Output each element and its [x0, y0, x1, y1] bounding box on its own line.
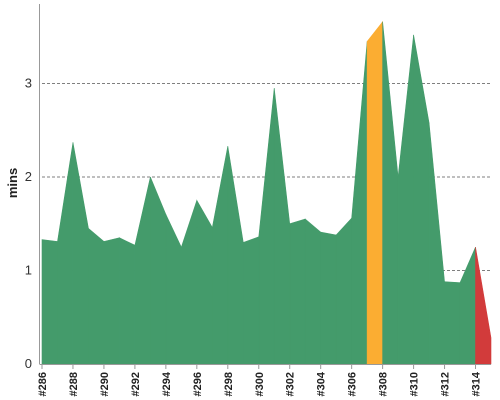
area-segment-build-289[interactable]	[72, 142, 89, 365]
area-segment-build-306[interactable]	[335, 217, 352, 365]
area-segment-build-296[interactable]	[181, 200, 198, 365]
x-tick-label: #306	[347, 372, 359, 396]
x-tick-label: #302	[285, 372, 297, 396]
area-segment-build-311[interactable]	[413, 34, 430, 365]
area-segment-build-294[interactable]	[150, 176, 167, 365]
area-segment-build-301[interactable]	[258, 88, 275, 365]
area-segment-build-287[interactable]	[41, 239, 58, 365]
x-tick-label: #312	[440, 372, 452, 396]
area-segment-build-302[interactable]	[273, 88, 291, 365]
y-tick-label: 0	[25, 356, 32, 371]
area-segment-build-291[interactable]	[103, 237, 120, 365]
area-segment-build-314[interactable]	[459, 247, 476, 365]
area-segment-build-307[interactable]	[351, 41, 368, 365]
area-segment-build-312[interactable]	[428, 122, 445, 365]
y-tick-label: 3	[25, 76, 32, 91]
area-segment-build-297[interactable]	[196, 199, 213, 365]
area-segment-build-315[interactable]	[475, 247, 492, 365]
x-tick-label: #286	[37, 372, 49, 396]
area-segment-build-292[interactable]	[119, 237, 136, 365]
x-tick-label: #314	[471, 371, 483, 396]
y-axis-title: mins	[5, 168, 20, 198]
x-tick-label: #310	[409, 372, 421, 396]
area-segment-build-310[interactable]	[397, 34, 414, 365]
x-tick-label: #296	[192, 372, 204, 396]
area-segment-build-293[interactable]	[134, 176, 151, 365]
y-tick-label: 1	[25, 263, 32, 278]
x-tick-label: #290	[99, 372, 111, 396]
area-segment-build-299[interactable]	[227, 146, 244, 365]
x-tick-label: #308	[378, 372, 390, 396]
area-segment-build-295[interactable]	[165, 214, 182, 365]
area-segment-build-305[interactable]	[320, 231, 337, 365]
area-segment-build-300[interactable]	[242, 236, 260, 365]
area-segment-build-313[interactable]	[444, 281, 461, 365]
area-segment-build-309[interactable]	[382, 21, 399, 365]
x-tick-label: #288	[68, 372, 80, 396]
area-segment-build-290[interactable]	[88, 227, 105, 365]
area-segment-build-288[interactable]	[57, 142, 74, 365]
duration-area-series	[41, 20, 492, 365]
area-segment-build-303[interactable]	[289, 218, 306, 365]
y-axis-ticks: 0 1 2 3	[25, 76, 32, 372]
area-segment-build-308[interactable]	[366, 20, 383, 365]
x-tick-label: #294	[161, 371, 173, 396]
x-tick-label: #292	[130, 372, 142, 396]
x-tick-label: #304	[316, 371, 328, 396]
area-segment-build-304[interactable]	[304, 218, 321, 365]
x-axis-ticks: #286 #288 #290 #292 #294 #296 #298 #300 #302 #304…	[37, 365, 483, 396]
y-tick-label: 2	[25, 169, 32, 184]
axes	[39, 4, 491, 365]
x-tick-label: #298	[223, 372, 235, 396]
area-segment-build-298[interactable]	[212, 146, 229, 365]
x-tick-label: #300	[254, 372, 266, 396]
